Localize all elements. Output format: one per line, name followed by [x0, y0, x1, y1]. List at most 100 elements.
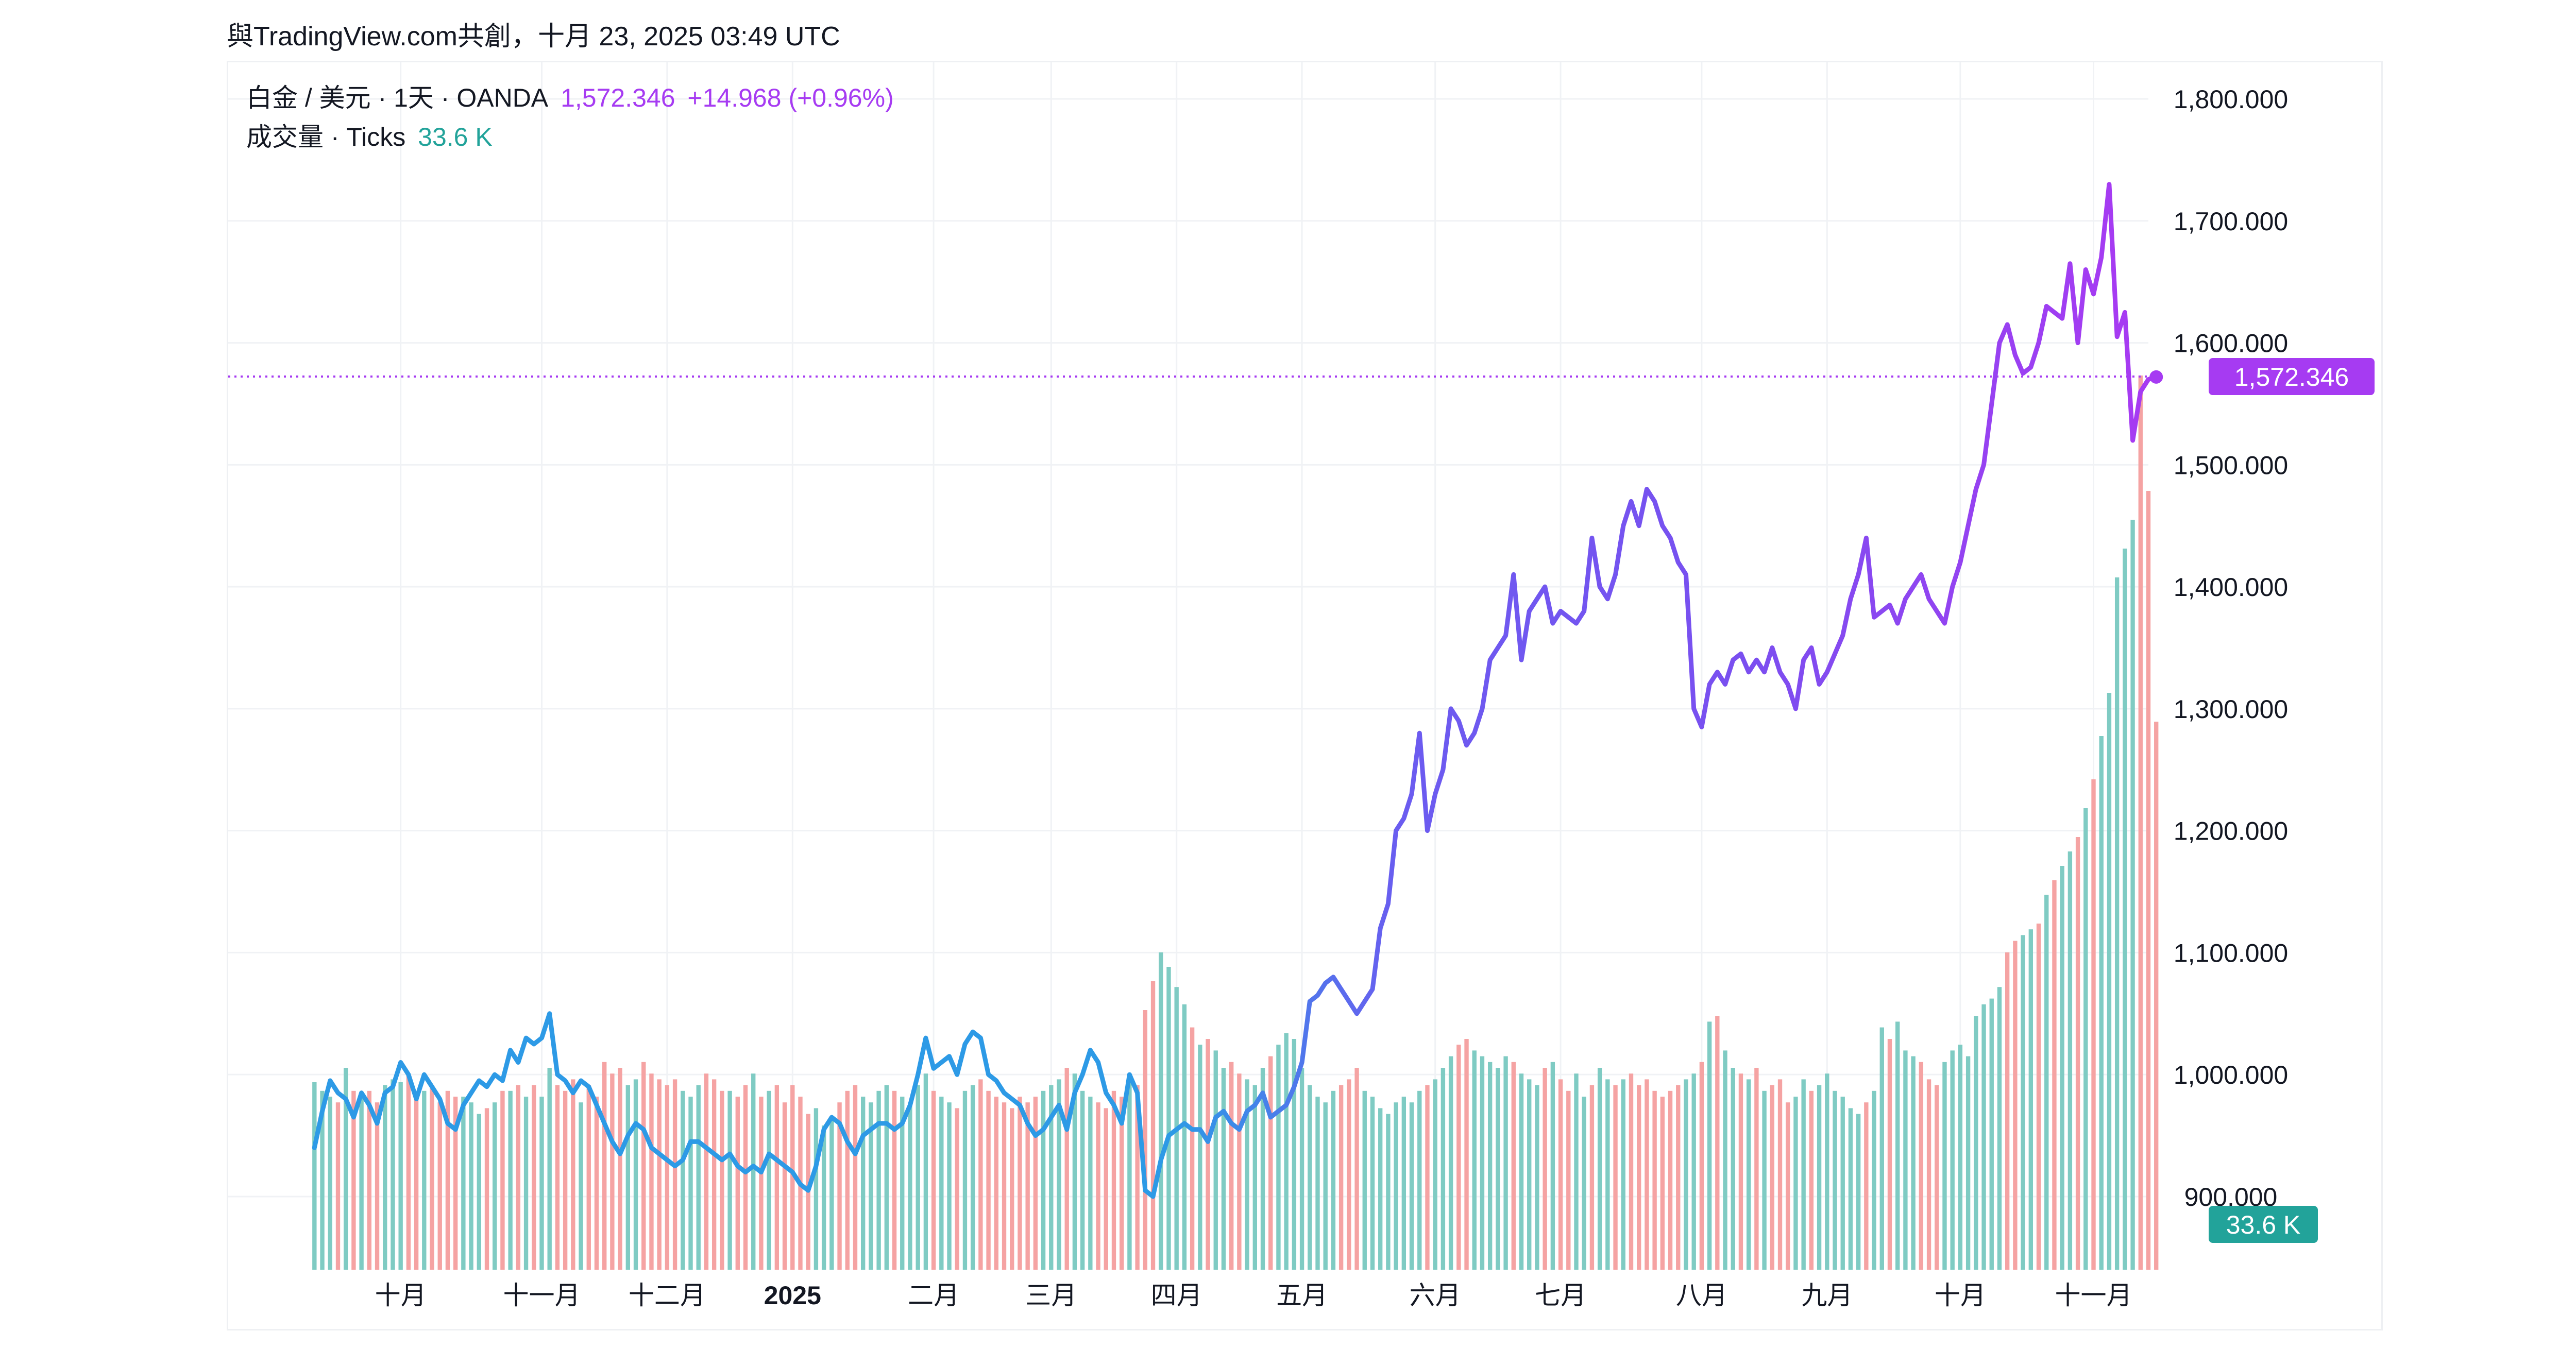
- x-tick-label: 九月: [1801, 1281, 1853, 1310]
- volume-bar: [1025, 1102, 1030, 1270]
- volume-bar: [641, 1062, 646, 1270]
- volume-bar: [1456, 1045, 1461, 1270]
- x-tick-label: 2025: [764, 1281, 821, 1310]
- volume-bar: [704, 1073, 709, 1270]
- volume-bar: [1715, 1016, 1720, 1270]
- legend-volume-label[interactable]: 成交量 · Ticks: [246, 123, 406, 151]
- volume-bar: [1919, 1062, 1924, 1270]
- volume-bar: [1942, 1062, 1947, 1270]
- volume-bar: [1965, 1056, 1971, 1270]
- volume-bar: [1621, 1079, 1625, 1270]
- volume-bar: [2044, 895, 2049, 1270]
- volume-bar: [837, 1102, 842, 1270]
- volume-bar: [1150, 981, 1156, 1270]
- volume-bar: [1629, 1073, 1634, 1270]
- volume-bar: [351, 1090, 356, 1270]
- volume-bar: [751, 1073, 756, 1270]
- volume-bar: [1543, 1068, 1547, 1270]
- volume-bar: [782, 1102, 787, 1270]
- volume-bar: [970, 1085, 975, 1270]
- volume-bar: [1699, 1062, 1704, 1270]
- volume-bar: [696, 1085, 701, 1270]
- volume-bar: [1072, 1073, 1077, 1270]
- volume-bar: [461, 1097, 466, 1270]
- volume-bar: [1879, 1027, 1884, 1270]
- volume-bar: [2146, 491, 2151, 1270]
- volume-bar: [602, 1062, 607, 1270]
- volume-bar: [414, 1097, 419, 1270]
- volume-bar: [1848, 1108, 1853, 1270]
- volume-bar: [328, 1097, 332, 1270]
- volume-bar: [962, 1090, 968, 1270]
- volume-bar: [1652, 1090, 1657, 1270]
- volume-bar: [1496, 1068, 1500, 1270]
- volume-bar: [406, 1073, 411, 1270]
- volume-bar: [1252, 1085, 1257, 1270]
- volume-bar: [1645, 1079, 1649, 1270]
- volume-bar: [2099, 736, 2104, 1270]
- volume-bar: [1597, 1068, 1602, 1270]
- volume-bar: [1127, 1079, 1132, 1270]
- volume-bar: [1723, 1050, 1727, 1270]
- volume-bar: [1315, 1097, 1320, 1270]
- volume-bar: [2013, 941, 2018, 1270]
- volume-bar: [1018, 1097, 1022, 1270]
- volume-bar: [978, 1079, 983, 1270]
- volume-bar: [1440, 1068, 1446, 1270]
- volume-bar: [1323, 1102, 1328, 1270]
- volume-bar: [1637, 1085, 1641, 1270]
- volume-bar: [555, 1085, 560, 1270]
- volume-bar: [861, 1097, 866, 1270]
- legend-symbol[interactable]: 白金 / 美元 · 1天 · OANDA: [246, 83, 549, 112]
- volume-bar: [312, 1082, 317, 1270]
- volume-bar: [477, 1114, 481, 1270]
- x-tick-label: 三月: [1025, 1281, 1077, 1310]
- volume-bar: [1049, 1085, 1054, 1270]
- volume-bar: [1198, 1045, 1202, 1270]
- volume-bar: [320, 1090, 325, 1270]
- volume-bar: [1989, 998, 1994, 1270]
- volume-bar: [735, 1097, 740, 1270]
- volume-bar: [1974, 1016, 1978, 1270]
- volume-bar: [2091, 779, 2096, 1270]
- y-tick-label: 1,600.000: [2174, 329, 2288, 358]
- volume-bar: [1425, 1085, 1430, 1270]
- price-badge: [2209, 358, 2375, 396]
- volume-bar: [1135, 1085, 1140, 1270]
- volume-bar: [869, 1102, 873, 1270]
- volume-bar: [430, 1085, 434, 1270]
- volume-bar: [2083, 808, 2088, 1270]
- x-axis: 十月 十一月 十二月 2025 二月 三月 四月 五月 六月 七月 八月 九月 十月 十一月: [375, 1281, 2132, 1310]
- volume-bar: [1308, 1085, 1312, 1270]
- y-tick-label: 1,700.000: [2174, 207, 2288, 236]
- volume-bar: [1064, 1068, 1069, 1270]
- y-tick-label: 1,100.000: [2174, 939, 2288, 967]
- volume-bar: [1550, 1062, 1555, 1270]
- volume-bar: [1535, 1085, 1539, 1270]
- x-tick-label: 八月: [1676, 1281, 1727, 1310]
- volume-bar: [1840, 1097, 1845, 1270]
- x-tick-label: 五月: [1276, 1281, 1328, 1310]
- volume-bar: [1950, 1050, 1955, 1270]
- x-tick-label: 十月: [1935, 1281, 1986, 1310]
- volume-bar: [931, 1090, 936, 1270]
- volume-bar: [1558, 1079, 1563, 1270]
- volume-bar: [437, 1102, 442, 1270]
- volume-bar: [1777, 1079, 1783, 1270]
- legend-volume-row: 成交量 · Ticks 33.6 K: [246, 116, 498, 153]
- volume-bar: [508, 1090, 513, 1270]
- volume-bar: [1433, 1079, 1437, 1270]
- volume-bar: [1754, 1068, 1759, 1270]
- volume-bar: [727, 1090, 732, 1270]
- volume-bar: [344, 1068, 348, 1270]
- volume-bar: [1338, 1085, 1344, 1270]
- volume-bar: [1613, 1085, 1618, 1270]
- y-tick-label: 1,800.000: [2174, 85, 2288, 114]
- axis-badges: 1,572.346 33.6 K: [2209, 358, 2375, 1243]
- x-tick-label: 二月: [908, 1281, 959, 1310]
- volume-bar: [1096, 1102, 1100, 1270]
- volume-bar: [743, 1085, 748, 1270]
- volume-bar: [1809, 1090, 1814, 1270]
- volume-bar: [1527, 1079, 1532, 1270]
